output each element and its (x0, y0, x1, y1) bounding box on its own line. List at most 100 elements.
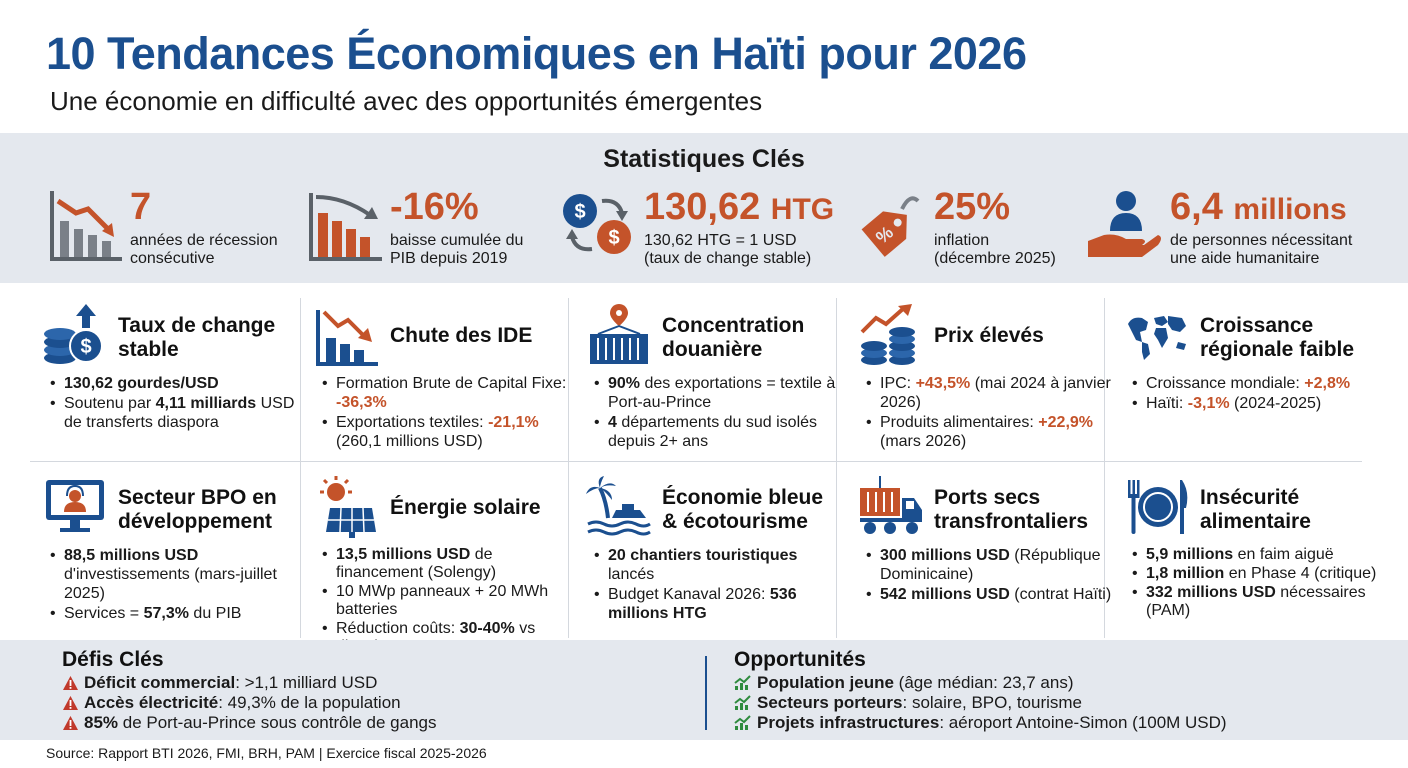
card-bullets: Formation Brute de Capital Fixe: -36,3% … (320, 374, 570, 452)
grid-divider (568, 298, 569, 638)
bullet-item: Exportations textiles: -21,1% (260,1 mil… (320, 413, 570, 451)
bullet-item: 13,5 millions USD de financement (Soleng… (320, 546, 570, 582)
page-title: 10 Tendances Économiques en Haïti pour 2… (46, 28, 1027, 79)
challenge-item: 85% de Port-au-Prince sous contrôle de g… (62, 713, 437, 733)
plate-cutlery-icon (1128, 480, 1188, 534)
bullet-item: 88,5 millions USD d'investissements (mar… (48, 546, 298, 603)
stat-gdp-decline: -16% baisse cumulée du PIB depuis 2019 (308, 181, 558, 276)
grid-divider (836, 298, 837, 638)
bullet-item: Croissance mondiale: +2,8% (1130, 374, 1380, 393)
challenges-section: Défis Clés Déficit commercial: >1,1 mill… (62, 648, 437, 733)
coins-dollar-icon: $ (44, 304, 103, 364)
bullet-item: Budget Kanaval 2026: 536 millions HTG (592, 585, 842, 623)
declining-bars-icon (309, 193, 382, 261)
card-title: Économie bleue & écotourisme (662, 486, 824, 533)
bullet-item: 542 millions USD (contrat Haïti) (864, 585, 1114, 604)
opportunities-title: Opportunités (734, 648, 866, 671)
card-bullets: 20 chantiers touristiques lancés Budget … (592, 546, 842, 624)
trend-card-exchange-rate: $ Taux de change stable 130,62 gourdes/U… (30, 298, 296, 463)
humanitarian-hand-icon (1088, 191, 1161, 257)
bullet-item: 332 millions USD nécessaires (PAM) (1130, 584, 1380, 620)
challenge-item: Accès électricité: 49,3% de la populatio… (62, 693, 437, 713)
falling-chart-icon (316, 310, 378, 366)
bullet-item: 90% des exportations = textile à Port-au… (592, 374, 842, 412)
bullet-item: 5,9 millions en faim aiguë (1130, 546, 1380, 564)
warning-icon (63, 716, 78, 730)
source-note: Source: Rapport BTI 2026, FMI, BRH, PAM … (46, 745, 487, 761)
trend-card-solar-energy: Énergie solaire 13,5 millions USD de fin… (302, 470, 570, 655)
rising-coins-icon (860, 304, 915, 365)
growth-chart-icon (734, 715, 751, 730)
key-stats-panel: Statistiques Clés 7 années de récession … (0, 133, 1408, 283)
stat-label: baisse cumulée du PIB depuis 2019 (390, 232, 524, 267)
stat-value: -16% (390, 186, 479, 228)
trend-card-food-insecurity: Insécurité alimentaire 5,9 millions en f… (1112, 470, 1378, 635)
stat-label: années de récession consécutive (130, 232, 278, 267)
card-bullets: Croissance mondiale: +2,8% Haïti: -3,1% … (1130, 374, 1380, 414)
card-title: Prix élevés (934, 324, 1044, 347)
bullet-item: 10 MWp panneaux + 20 MWh batteries (320, 583, 570, 619)
stat-label: inflation (décembre 2025) (934, 232, 1056, 267)
stat-value: 130,62 HTG (644, 185, 834, 232)
stat-value-number: 130,62 (644, 186, 761, 228)
grid-divider (1104, 298, 1105, 638)
currency-exchange-icon: $ $ (563, 194, 631, 254)
palm-boat-icon (586, 476, 651, 536)
stat-label: 130,62 HTG = 1 USD (taux de change stabl… (644, 232, 812, 267)
solar-panel-icon (320, 476, 376, 538)
bullet-item: 1,8 million en Phase 4 (critique) (1130, 565, 1380, 583)
card-title: Insécurité alimentaire (1200, 486, 1311, 533)
card-title: Croissance régionale faible (1200, 314, 1355, 361)
card-title: Taux de change stable (118, 314, 276, 361)
card-title: Chute des IDE (390, 324, 533, 347)
world-map-icon (1128, 316, 1186, 360)
svg-text:$: $ (574, 201, 585, 223)
card-bullets: 300 millions USD (République Dominicaine… (864, 546, 1114, 605)
svg-text:$: $ (608, 227, 619, 249)
challenges-opportunities-panel: Défis Clés Déficit commercial: >1,1 mill… (0, 640, 1408, 740)
trend-card-dry-ports: Ports secs transfrontaliers 300 millions… (846, 470, 1112, 635)
card-title: Secteur BPO en développement (118, 486, 277, 533)
card-bullets: 130,62 gourdes/USD Soutenu par 4,11 mill… (48, 374, 298, 433)
bullet-item: 20 chantiers touristiques lancés (592, 546, 842, 584)
stat-value-number: 6,4 (1170, 186, 1223, 228)
growth-chart-icon (734, 675, 751, 690)
shipping-container-icon (590, 304, 648, 364)
bullet-item: 300 millions USD (République Dominicaine… (864, 546, 1114, 584)
challenge-item: Déficit commercial: >1,1 milliard USD (62, 673, 437, 693)
section-divider (705, 656, 707, 730)
stat-exchange-rate: $ $ 130,62 HTG 130,62 HTG = 1 USD (taux … (560, 181, 850, 276)
stat-value: 6,4 millions (1170, 185, 1347, 232)
stat-inflation: % 25% inflation (décembre 2025) (852, 181, 1082, 276)
grid-divider (30, 461, 1362, 462)
bullet-item: IPC: +43,5% (mai 2024 à janvier 2026) (864, 374, 1114, 412)
warning-icon (63, 676, 78, 690)
stat-value-unit: HTG (770, 193, 835, 226)
opportunities-section: Opportunités Population jeune (âge média… (734, 648, 1227, 733)
bullet-item: 4 départements du sud isolés depuis 2+ a… (592, 413, 842, 451)
stat-humanitarian-aid: 6,4 millions de personnes nécessitant un… (1086, 181, 1386, 276)
stat-recession-years: 7 années de récession consécutive (48, 181, 298, 276)
card-title: Énergie solaire (390, 496, 541, 519)
bullet-item: 130,62 gourdes/USD (48, 374, 298, 393)
bullet-item: Formation Brute de Capital Fixe: -36,3% (320, 374, 570, 412)
call-center-monitor-icon (46, 480, 104, 532)
price-tag-icon: % (861, 196, 920, 257)
opportunity-item: Population jeune (âge médian: 23,7 ans) (734, 673, 1227, 693)
bullet-item: Services = 57,3% du PIB (48, 604, 298, 623)
card-bullets: 88,5 millions USD d'investissements (mar… (48, 546, 298, 624)
trend-card-blue-economy: Économie bleue & écotourisme 20 chantier… (574, 470, 840, 635)
page-subtitle: Une économie en difficulté avec des oppo… (50, 86, 763, 116)
container-truck-icon (860, 476, 922, 534)
growth-chart-icon (734, 695, 751, 710)
declining-bar-chart-icon (50, 191, 122, 261)
opportunity-item: Secteurs porteurs: solaire, BPO, tourism… (734, 693, 1227, 713)
card-bullets: 90% des exportations = textile à Port-au… (592, 374, 842, 452)
challenges-title: Défis Clés (62, 648, 164, 671)
card-bullets: IPC: +43,5% (mai 2024 à janvier 2026) Pr… (864, 374, 1114, 452)
trend-card-weak-regional-growth: Croissance régionale faible Croissance m… (1112, 298, 1378, 463)
svg-text:$: $ (80, 336, 91, 358)
trend-card-customs-concentration: Concentration douanière 90% des exportat… (574, 298, 840, 463)
trend-card-high-prices: Prix élevés IPC: +43,5% (mai 2024 à janv… (846, 298, 1112, 463)
bullet-item: Haïti: -3,1% (2024-2025) (1130, 394, 1380, 413)
